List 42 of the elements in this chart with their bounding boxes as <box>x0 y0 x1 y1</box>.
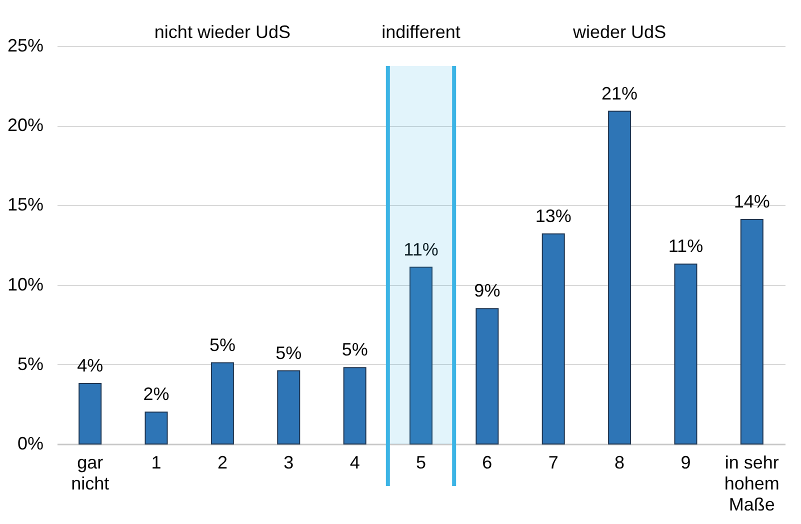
y-tick-label: 25% <box>7 36 44 56</box>
bar <box>674 264 698 444</box>
data-label: 5% <box>276 342 302 363</box>
x-tick-label: 2 <box>217 452 228 472</box>
data-label: 14% <box>734 192 770 212</box>
bar <box>740 219 764 444</box>
x-tick-label: in sehr hohem Maße <box>724 452 780 514</box>
x-tick-label: 7 <box>548 452 558 472</box>
bar <box>144 412 168 444</box>
bar <box>78 383 102 444</box>
y-tick-label: 5% <box>17 354 44 374</box>
x-tick-label: 9 <box>680 452 691 472</box>
data-label: 4% <box>77 356 104 376</box>
data-label: 13% <box>535 206 572 226</box>
text: indifferent <box>382 22 460 42</box>
bar <box>476 308 499 444</box>
bar <box>343 367 366 444</box>
y-tick-label: 15% <box>7 194 44 215</box>
x-tick-label: 3 <box>284 452 294 472</box>
text: wieder UdS <box>572 22 666 42</box>
x-tick-label: 8 <box>614 452 625 472</box>
x-tick-label: 5 <box>416 452 426 472</box>
bar <box>210 362 234 444</box>
data-label: 11% <box>404 239 438 260</box>
bar <box>277 370 300 444</box>
y-tick-label: 20% <box>7 115 44 136</box>
data-label: 5% <box>342 340 368 360</box>
data-label: 2% <box>143 384 170 404</box>
x-tick-label: gar nicht <box>71 452 110 494</box>
x-tick-label: 6 <box>482 452 492 472</box>
data-label: 9% <box>474 280 500 301</box>
x-tick-label: 1 <box>151 452 162 472</box>
data-label: 5% <box>209 334 236 355</box>
text: nicht wieder UdS <box>154 22 290 42</box>
y-tick-label: 10% <box>7 274 44 294</box>
bar <box>608 110 632 444</box>
data-label: 21% <box>602 83 638 104</box>
x-tick-label: 4 <box>350 452 360 472</box>
data-label: 11% <box>668 236 704 256</box>
bar <box>410 266 432 444</box>
y-tick-label: 0% <box>17 434 44 454</box>
bar <box>542 233 565 444</box>
